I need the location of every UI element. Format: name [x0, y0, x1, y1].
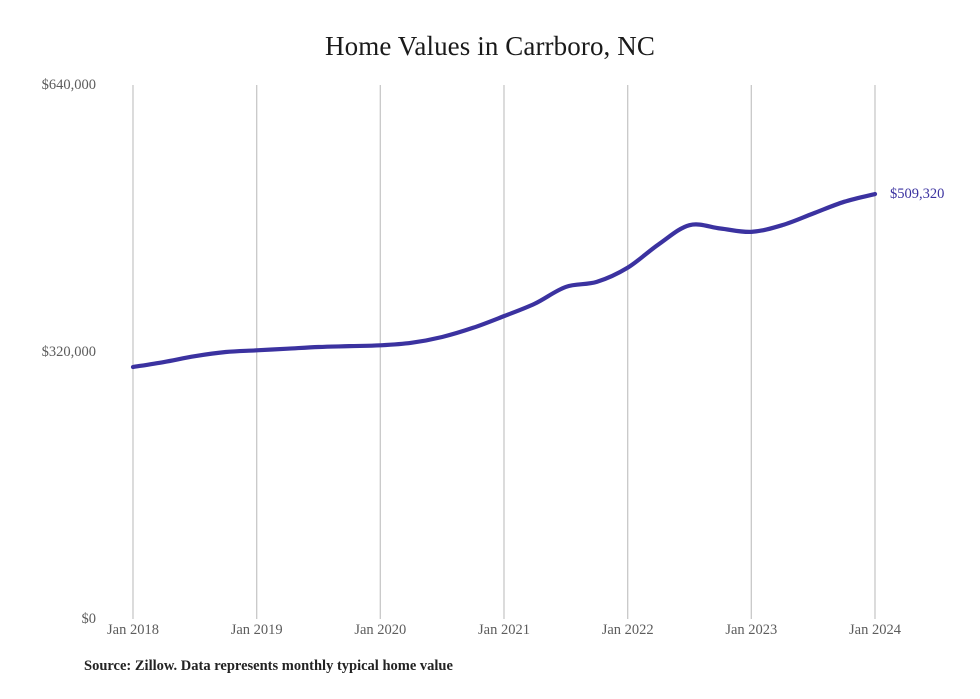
x-axis-label-jan-2022: Jan 2022	[601, 622, 654, 638]
x-axis-label-jan-2024: Jan 2024	[849, 622, 901, 638]
end-value-annotation: $509,320	[890, 186, 945, 203]
y-axis-label-zero: $0	[81, 611, 97, 627]
x-axis-label-jan-2020: Jan 2020	[354, 622, 407, 638]
x-axis-label-jan-2023: Jan 2023	[725, 622, 778, 638]
x-axis-label-jan-2019: Jan 2019	[230, 622, 283, 638]
x-axis-label-jan-2021: Jan 2021	[478, 622, 530, 638]
x-axis-label-jan-2018: Jan 2018	[107, 622, 159, 638]
y-axis-label-mid: $320,000	[41, 344, 96, 360]
source-note: Source: Zillow. Data represents monthly …	[84, 658, 453, 674]
y-axis-label-max: $640,000	[41, 77, 96, 93]
home-value-line	[130, 191, 878, 370]
chart-title: Home Values in Carrboro, NC	[325, 31, 655, 61]
